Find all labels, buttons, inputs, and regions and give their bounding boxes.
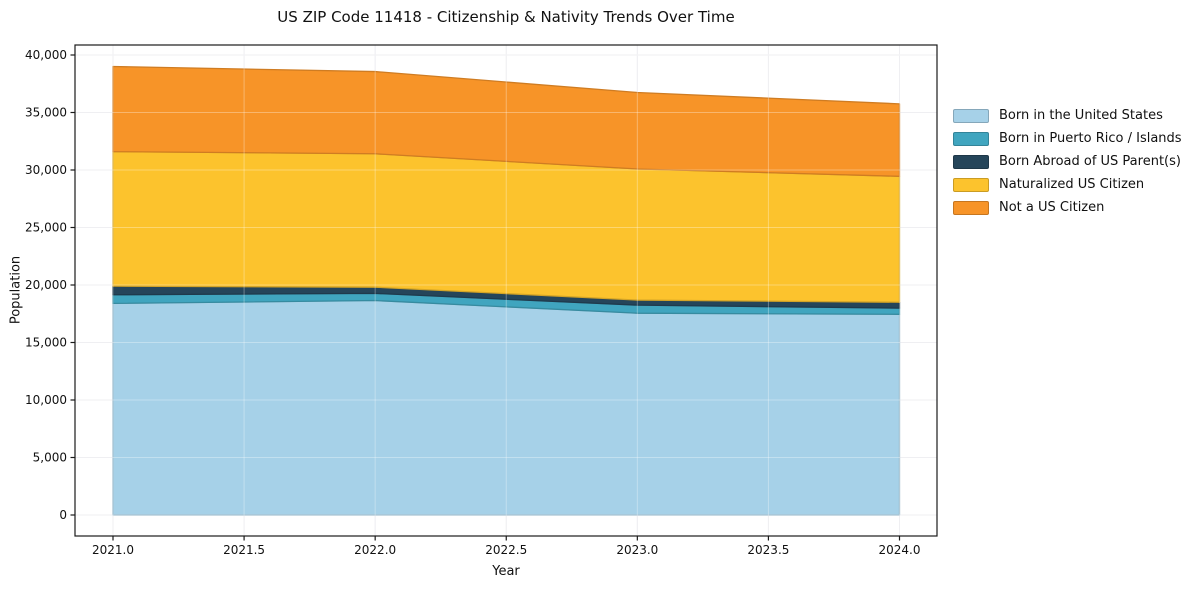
legend-item: Naturalized US Citizen xyxy=(953,173,1182,196)
legend-item: Not a US Citizen xyxy=(953,196,1182,219)
x-tick-label: 2021.0 xyxy=(92,543,134,557)
y-tick-label: 30,000 xyxy=(25,163,67,177)
legend: Born in the United States Born in Puerto … xyxy=(953,104,1182,219)
legend-label: Not a US Citizen xyxy=(999,200,1105,215)
legend-swatch-born-abroad-of-us-parent-s xyxy=(953,154,989,169)
legend-swatch-not-a-us-citizen xyxy=(953,200,989,215)
y-axis-label: Population xyxy=(8,255,24,325)
legend-label: Naturalized US Citizen xyxy=(999,177,1145,192)
y-tick-label: 0 xyxy=(59,508,67,522)
legend-swatch-born-in-the-united-states xyxy=(953,108,989,123)
legend-item: Born Abroad of US Parent(s) xyxy=(953,150,1182,173)
x-tick-label: 2023.0 xyxy=(616,543,658,557)
chart-title: US ZIP Code 11418 - Citizenship & Nativi… xyxy=(277,8,735,26)
legend-item: Born in the United States xyxy=(953,104,1182,127)
legend-label: Born Abroad of US Parent(s) xyxy=(999,154,1181,169)
legend-swatch-born-in-puerto-rico-islands xyxy=(953,131,989,146)
stacked-areas xyxy=(112,65,901,516)
y-tick-label: 10,000 xyxy=(25,393,67,407)
x-tick-label: 2022.0 xyxy=(354,543,396,557)
x-tick-label: 2021.5 xyxy=(223,543,265,557)
legend-label: Born in the United States xyxy=(999,108,1163,123)
legend-label: Born in Puerto Rico / Islands xyxy=(999,131,1182,146)
x-axis-label: Year xyxy=(492,564,520,579)
x-tick-label: 2023.5 xyxy=(747,543,789,557)
legend-item: Born in Puerto Rico / Islands xyxy=(953,127,1182,150)
x-tick-label: 2024.0 xyxy=(879,543,921,557)
x-tick-label: 2022.5 xyxy=(485,543,527,557)
y-tick-label: 25,000 xyxy=(25,221,67,235)
axis-ticks: 2021.0 2021.5 2022.0 2022.5 2023.0 2023.5 2024… xyxy=(25,48,921,557)
area-not-a-us-citizen xyxy=(112,65,901,177)
legend-swatch-naturalized-us-citizen xyxy=(953,177,989,192)
grid-overlay xyxy=(75,45,937,536)
y-tick-label: 5,000 xyxy=(33,451,67,465)
y-tick-label: 35,000 xyxy=(25,106,67,120)
y-tick-label: 40,000 xyxy=(25,48,67,62)
y-tick-label: 15,000 xyxy=(25,336,67,350)
y-tick-label: 20,000 xyxy=(25,278,67,292)
